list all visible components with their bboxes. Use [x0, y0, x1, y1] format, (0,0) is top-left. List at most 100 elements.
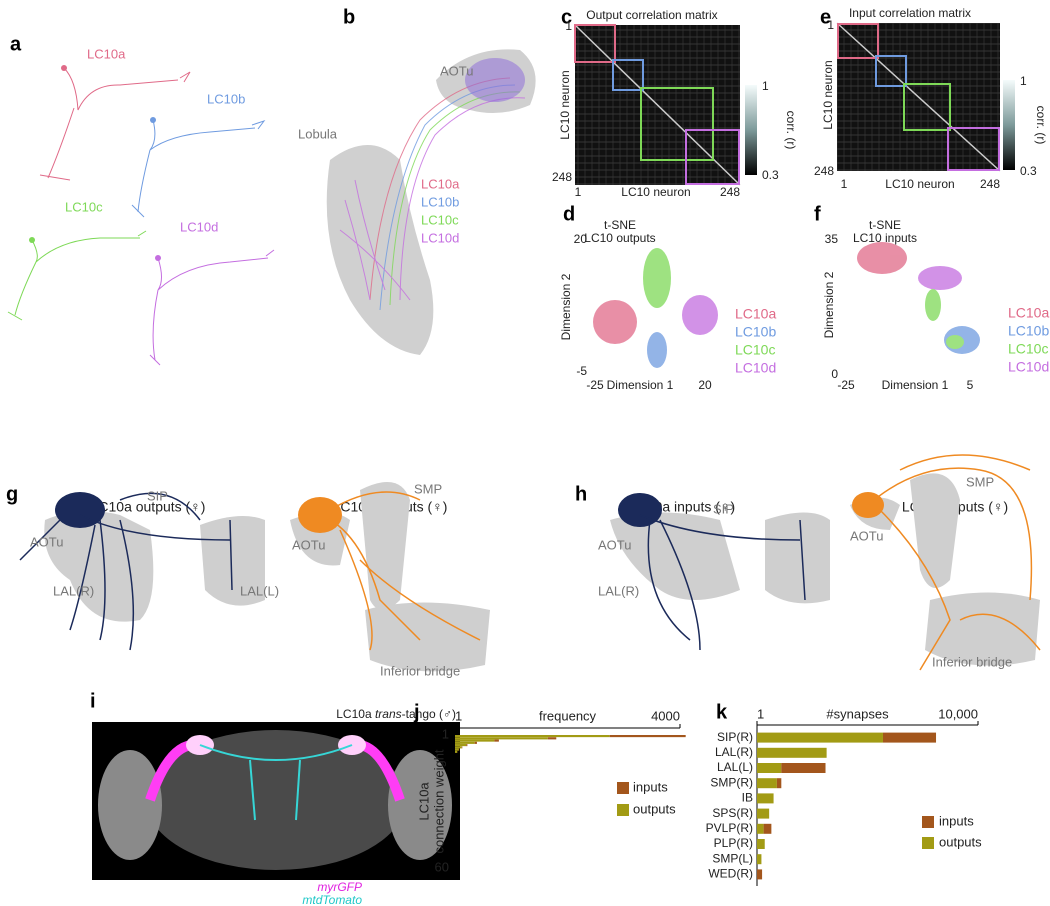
- chart-title: t-SNE: [604, 218, 636, 232]
- x-tick-label: 20: [698, 378, 712, 392]
- legend-label: LC10a: [1008, 305, 1049, 321]
- y-tick-label: 20: [574, 232, 588, 246]
- axis-label: LC10 neuron: [621, 185, 690, 199]
- legend-label: LC10d: [735, 360, 776, 376]
- heatmap: [836, 22, 1015, 172]
- y-tick-label: -5: [576, 364, 587, 378]
- heatmap: [574, 24, 757, 186]
- panel-label: e: [820, 6, 831, 28]
- neuron-drawings: [19, 482, 490, 672]
- legend-label: LC10b: [735, 324, 776, 340]
- channel-label: mtdTomato: [302, 893, 362, 906]
- bar: [609, 735, 686, 738]
- bar: [757, 793, 774, 804]
- channel-label: myrGFP: [317, 880, 362, 894]
- chart-title: t-SNE: [869, 218, 901, 232]
- tick-label: 248: [980, 177, 1000, 191]
- neuron-drawings: [326, 49, 536, 355]
- y-tick-label: 35: [825, 232, 839, 246]
- panel-label: h: [575, 483, 587, 505]
- colorbar-tick: 1: [762, 79, 769, 93]
- bar: [757, 747, 827, 758]
- neuron-label: LC10a: [87, 46, 126, 61]
- bar: [757, 854, 762, 865]
- legend-label: LC10a: [735, 306, 776, 322]
- region-label: AOTu: [850, 528, 883, 543]
- y-tick-label: 0: [831, 367, 838, 381]
- legend-label: outputs: [939, 834, 982, 849]
- panel-label: a: [10, 33, 22, 55]
- legend-swatch: [922, 816, 934, 828]
- tick-label: 1: [565, 19, 572, 33]
- scatter-clusters: [593, 242, 980, 368]
- axis-label: #synapses: [826, 706, 889, 721]
- x-tick-label: -25: [586, 378, 604, 392]
- panel-label: c: [561, 6, 572, 28]
- axis-label: Dimension 2: [822, 271, 836, 338]
- region-label: Inferior bridge: [932, 654, 1012, 669]
- bar: [882, 732, 937, 743]
- bar: [781, 763, 826, 773]
- region-label: Lobula: [298, 126, 338, 141]
- y-tick-label: 60: [435, 859, 449, 874]
- axis-label: Dimension 1: [882, 378, 949, 392]
- bar: [757, 839, 765, 849]
- colorbar-tick: 1: [1020, 74, 1027, 88]
- neuron-label: LC10d: [180, 219, 218, 234]
- bar: [455, 750, 458, 753]
- x-tick-label: 10,000: [938, 706, 978, 721]
- bar: [461, 746, 463, 749]
- region-label: SMP: [414, 481, 442, 496]
- matrix-title: Output correlation matrix: [586, 8, 717, 22]
- legend-label: LC10b: [421, 194, 459, 209]
- micrograph-title: LC10a trans-tango (♂): [336, 707, 456, 721]
- legend-swatch: [617, 804, 629, 816]
- legend-swatch: [922, 837, 934, 849]
- category-label: LAL(L): [717, 760, 753, 774]
- legend-label: inputs: [939, 813, 974, 828]
- chart-title: LC10 outputs: [584, 231, 655, 245]
- bar: [455, 739, 495, 742]
- region-label: AOTu: [440, 63, 473, 78]
- neuron-drawings: [610, 454, 1041, 671]
- title-part: -tango (♂): [402, 707, 456, 721]
- category-label: IB: [742, 791, 753, 805]
- axis-label: LC10 neuron: [885, 177, 954, 191]
- region-label: LAL(R): [598, 583, 639, 598]
- colorbar-label: corr. (r): [1034, 106, 1048, 145]
- bar: [466, 744, 468, 747]
- bar: [474, 741, 477, 744]
- title-part: trans: [375, 707, 402, 721]
- region-label: LAL(L): [240, 583, 279, 598]
- x-tick-label: -25: [837, 378, 855, 392]
- tick-label: 1: [827, 18, 834, 32]
- panel-label: f: [814, 203, 821, 225]
- category-label: SMP(L): [712, 851, 753, 865]
- chart-title: LC10 inputs: [853, 231, 917, 245]
- bar: [757, 823, 764, 834]
- bar: [757, 869, 763, 880]
- bar: [757, 732, 883, 743]
- bar: [455, 748, 459, 751]
- bar: [494, 739, 499, 742]
- legend-swatch: [617, 782, 629, 794]
- panel-label: b: [343, 6, 355, 28]
- bar: [455, 737, 548, 740]
- bar: [757, 808, 770, 819]
- axis-label: Dimension 1: [607, 378, 674, 392]
- neuron-drawings: [7, 65, 275, 366]
- axis-label: connection weight: [431, 749, 446, 853]
- region-label: LAL(R): [53, 583, 94, 598]
- category-label: PLP(R): [714, 836, 753, 850]
- legend-label: LC10a: [421, 176, 460, 191]
- region-label: AOTu: [292, 537, 325, 552]
- axis-label: Dimension 2: [559, 273, 573, 340]
- bar: [547, 737, 557, 740]
- category-label: PVLP(R): [706, 821, 753, 835]
- bar: [455, 741, 475, 744]
- neuron-label: LC10c: [65, 199, 103, 214]
- bar: [455, 735, 610, 738]
- panel-label: j: [413, 701, 420, 723]
- axis-label: LC10a: [416, 782, 431, 821]
